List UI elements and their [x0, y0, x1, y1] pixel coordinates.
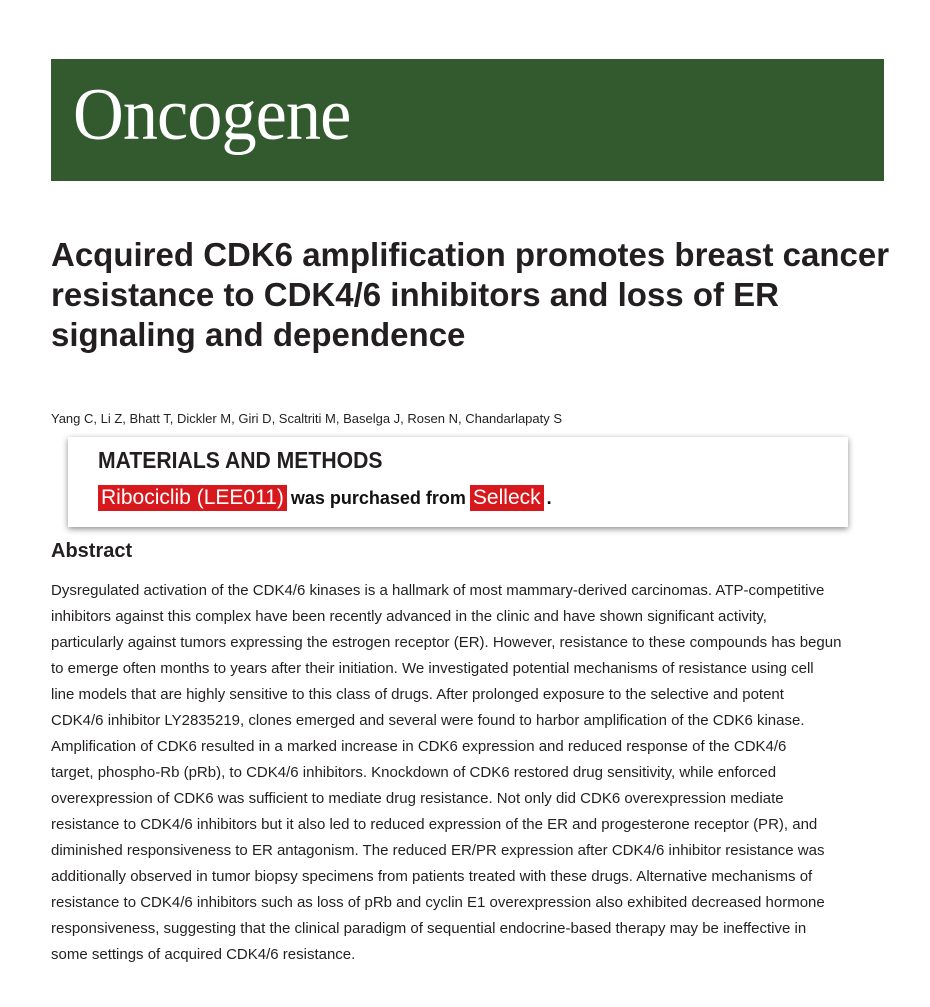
abstract-line: overexpression of CDK6 was sufficient to… [51, 790, 784, 807]
materials-callout: MATERIALS AND METHODS Ribociclib (LEE011… [68, 437, 848, 527]
journal-logo: Oncogene [73, 74, 351, 156]
journal-banner: Oncogene [51, 59, 884, 181]
supplier-highlight: Selleck [469, 485, 544, 511]
callout-period: . [546, 487, 552, 508]
abstract-line: inhibitors against this complex have bee… [51, 608, 767, 625]
abstract-body: Dysregulated activation of the CDK4/6 ki… [51, 578, 901, 968]
callout-heading: MATERIALS AND METHODS [98, 447, 383, 473]
abstract-line: resistance to CDK4/6 inhibitors such as … [51, 894, 825, 911]
compound-highlight: Ribociclib (LEE011) [98, 485, 287, 511]
abstract-line: line models that are highly sensitive to… [51, 686, 784, 703]
abstract-line: target, phospho-Rb (pRb), to CDK4/6 inhi… [51, 764, 777, 781]
abstract-line: Amplification of CDK6 resulted in a mark… [51, 738, 787, 755]
abstract-line: additionally observed in tumor biopsy sp… [51, 868, 813, 885]
abstract-line: particularly against tumors expressing t… [51, 634, 842, 651]
abstract-line: responsiveness, suggesting that the clin… [51, 920, 807, 937]
abstract-heading: Abstract [51, 540, 133, 562]
author-list: Yang C, Li Z, Bhatt T, Dickler M, Giri D… [51, 411, 563, 426]
abstract-line: diminished responsiveness to ER antagoni… [51, 842, 825, 859]
article-title: Acquired CDK6 amplification promotes bre… [51, 236, 890, 353]
callout-middle-text: was purchased from [290, 487, 466, 508]
abstract-line: Dysregulated activation of the CDK4/6 ki… [51, 582, 825, 599]
abstract-line: CDK4/6 inhibitor LY2835219, clones emerg… [51, 712, 805, 729]
abstract-line: resistance to CDK4/6 inhibitors but it a… [51, 816, 818, 833]
abstract-line: some settings of acquired CDK4/6 resista… [51, 946, 356, 963]
callout-sentence: Ribociclib (LEE011) was purchased from S… [98, 485, 552, 511]
abstract-line: to emerge often months to years after th… [51, 660, 814, 677]
